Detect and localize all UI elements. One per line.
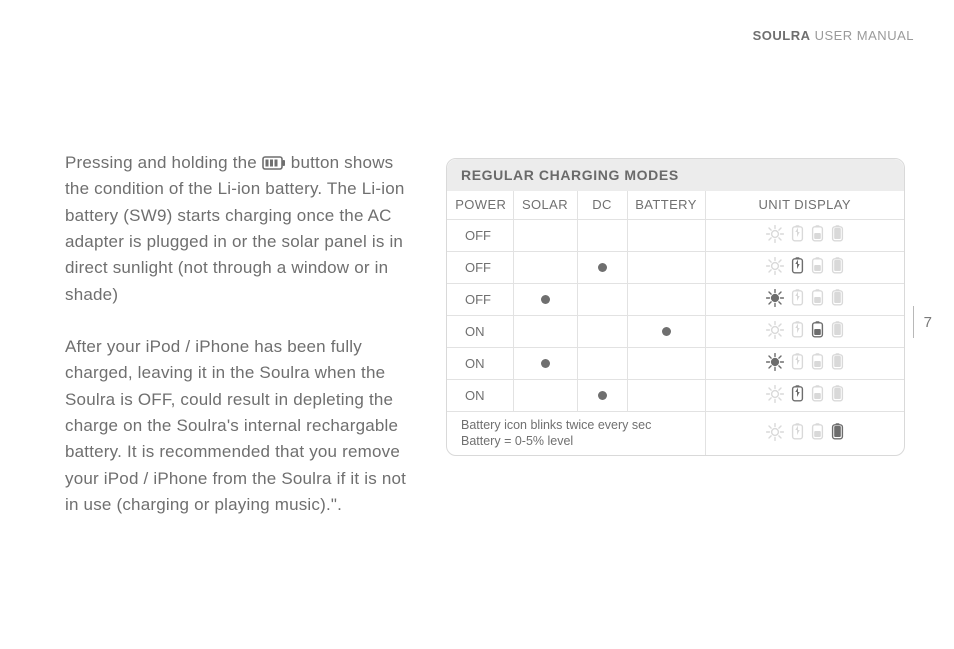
cell-dc — [577, 347, 627, 379]
table-row: ON — [447, 315, 904, 347]
dot-icon — [541, 359, 550, 368]
paragraph-1: Pressing and holding the button shows th… — [65, 150, 413, 308]
cell-display — [705, 315, 904, 347]
battery-half-icon — [811, 423, 824, 441]
cell-power: ON — [447, 347, 513, 379]
col-header-dc: DC — [577, 191, 627, 219]
charging-modes-panel: REGULAR CHARGING MODES POWER SOLAR DC BA… — [446, 158, 905, 456]
battery-bolt-icon — [791, 353, 804, 371]
battery-full-icon — [831, 257, 844, 275]
battery-full-icon — [831, 225, 844, 243]
battery-button-icon — [262, 156, 286, 170]
cell-display — [705, 283, 904, 315]
page-header: SOULRA USER MANUAL — [753, 28, 914, 43]
cell-battery — [627, 315, 705, 347]
col-header-display: UNIT DISPLAY — [705, 191, 904, 219]
battery-bolt-icon — [791, 257, 804, 275]
sun-icon — [766, 385, 784, 403]
paragraph-2: After your iPod / iPhone has been fully … — [65, 334, 413, 518]
battery-bolt-icon — [791, 321, 804, 339]
brand-name: SOULRA — [753, 28, 811, 43]
cell-power: ON — [447, 379, 513, 411]
cell-display — [705, 411, 904, 455]
header-rest: USER MANUAL — [810, 28, 914, 43]
sun-icon — [766, 423, 784, 441]
battery-half-icon — [811, 225, 824, 243]
cell-power: OFF — [447, 251, 513, 283]
battery-half-icon — [811, 289, 824, 307]
battery-full-icon — [831, 321, 844, 339]
cell-dc — [577, 251, 627, 283]
battery-full-icon — [831, 353, 844, 371]
battery-bolt-icon — [791, 289, 804, 307]
cell-battery — [627, 379, 705, 411]
sun-icon — [766, 353, 784, 371]
cell-dc — [577, 283, 627, 315]
battery-full-icon — [831, 289, 844, 307]
cell-solar — [513, 219, 577, 251]
cell-solar — [513, 283, 577, 315]
battery-half-icon — [811, 257, 824, 275]
table-row: OFF — [447, 251, 904, 283]
page-number: 7 — [913, 306, 932, 338]
table-header-row: POWER SOLAR DC BATTERY UNIT DISPLAY — [447, 191, 904, 219]
cell-solar — [513, 379, 577, 411]
cell-power: OFF — [447, 219, 513, 251]
cell-solar — [513, 315, 577, 347]
sun-icon — [766, 289, 784, 307]
battery-full-icon — [831, 385, 844, 403]
cell-dc — [577, 379, 627, 411]
table-footer-row: Battery icon blinks twice every secBatte… — [447, 411, 904, 455]
cell-display — [705, 219, 904, 251]
table-row: ON — [447, 379, 904, 411]
cell-battery — [627, 347, 705, 379]
table-row: OFF — [447, 283, 904, 315]
cell-solar — [513, 347, 577, 379]
cell-battery — [627, 219, 705, 251]
cell-display — [705, 379, 904, 411]
battery-half-icon — [811, 353, 824, 371]
cell-dc — [577, 219, 627, 251]
body-text: Pressing and holding the button shows th… — [65, 150, 413, 518]
footer-note: Battery icon blinks twice every secBatte… — [447, 411, 705, 455]
dot-icon — [598, 263, 607, 272]
dot-icon — [598, 391, 607, 400]
col-header-solar: SOLAR — [513, 191, 577, 219]
col-header-battery: BATTERY — [627, 191, 705, 219]
cell-battery — [627, 283, 705, 315]
cell-power: ON — [447, 315, 513, 347]
cell-display — [705, 347, 904, 379]
panel-title: REGULAR CHARGING MODES — [447, 159, 904, 191]
charging-modes-table: POWER SOLAR DC BATTERY UNIT DISPLAY OFF … — [447, 191, 904, 455]
cell-power: OFF — [447, 283, 513, 315]
battery-half-icon — [811, 385, 824, 403]
table-row: OFF — [447, 219, 904, 251]
cell-display — [705, 251, 904, 283]
sun-icon — [766, 257, 784, 275]
sun-icon — [766, 321, 784, 339]
cell-solar — [513, 251, 577, 283]
battery-full-icon — [831, 423, 844, 441]
cell-dc — [577, 315, 627, 347]
battery-half-icon — [811, 321, 824, 339]
battery-bolt-icon — [791, 385, 804, 403]
sun-icon — [766, 225, 784, 243]
battery-bolt-icon — [791, 225, 804, 243]
col-header-power: POWER — [447, 191, 513, 219]
battery-bolt-icon — [791, 423, 804, 441]
table-row: ON — [447, 347, 904, 379]
dot-icon — [541, 295, 550, 304]
dot-icon — [662, 327, 671, 336]
cell-battery — [627, 251, 705, 283]
